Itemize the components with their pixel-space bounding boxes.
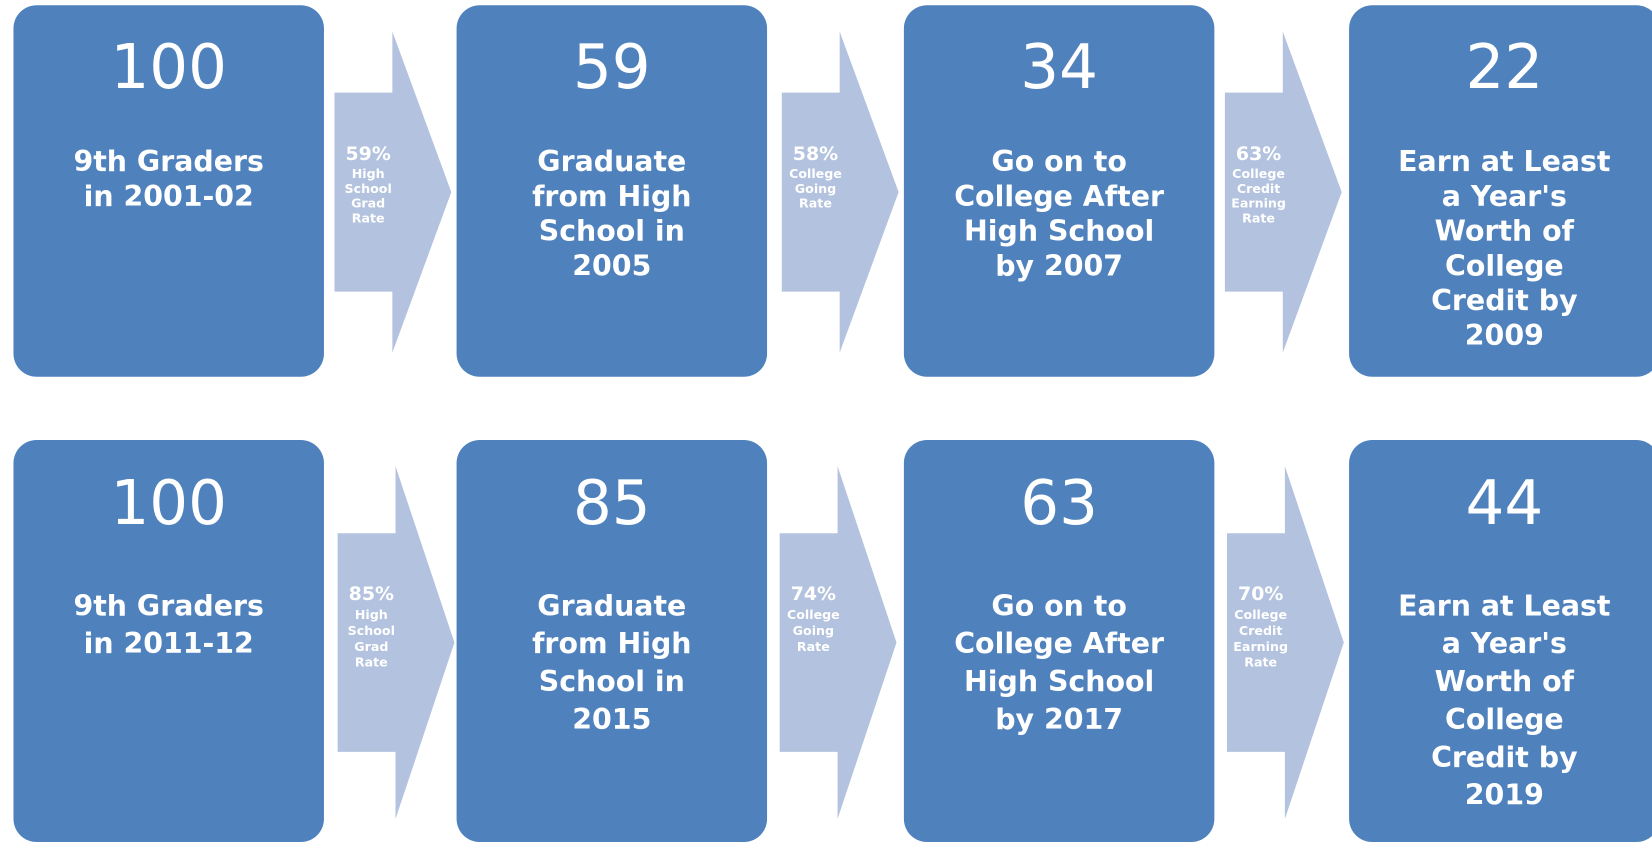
- stage-number: 44: [1466, 468, 1544, 539]
- stage-label: Earn at Least: [1398, 145, 1610, 178]
- stage-label: 2015: [572, 703, 651, 736]
- stage-number: 22: [1466, 32, 1544, 103]
- arrow-rate: 63%: [1236, 143, 1281, 165]
- arrow: [334, 31, 452, 353]
- arrow-label: Rate: [797, 639, 830, 654]
- arrow: [779, 466, 897, 819]
- stage-label: School in: [539, 665, 685, 698]
- stage-number: 100: [110, 468, 227, 539]
- stage-label: from High: [532, 180, 691, 213]
- arrow-label: Going: [793, 623, 834, 638]
- arrow-label: Credit: [1239, 623, 1282, 638]
- arrow-label: Rate: [352, 210, 385, 225]
- stage-number: 85: [573, 468, 651, 539]
- stage-label: College After: [954, 180, 1164, 213]
- arrow-label: Rate: [355, 655, 388, 670]
- arrow-label: Grad: [354, 639, 388, 654]
- stage-label: 9th Graders: [73, 145, 263, 178]
- stage-box: [456, 439, 768, 842]
- stage-box: [1349, 5, 1652, 377]
- stage-label: Credit by: [1431, 284, 1578, 317]
- arrow-rate: 58%: [793, 143, 838, 165]
- arrow-rate: 70%: [1238, 583, 1283, 605]
- stage-label: in 2011-12: [84, 627, 254, 660]
- stage-label: Graduate: [537, 589, 686, 622]
- arrow-rate: 59%: [345, 143, 390, 165]
- stage-label: 2005: [572, 249, 651, 282]
- stage-label: College After: [954, 627, 1164, 660]
- stage-box: [903, 439, 1215, 842]
- stage-label: School in: [539, 215, 685, 248]
- stage-label: College: [1445, 249, 1564, 282]
- arrow-label: Rate: [799, 196, 832, 211]
- stage-box: [13, 5, 324, 377]
- arrow: [1224, 31, 1342, 353]
- stage-box: [1349, 439, 1652, 842]
- arrow: [781, 31, 899, 353]
- arrow-label: Earning: [1231, 196, 1286, 211]
- arrow-label: College: [789, 166, 842, 181]
- stage-label: Go on to: [991, 589, 1126, 622]
- arrow-label: College: [1232, 166, 1285, 181]
- stage-label: Graduate: [537, 145, 686, 178]
- arrow-label: Grad: [351, 196, 385, 211]
- stage-label: in 2001-02: [84, 180, 254, 213]
- stage-label: 9th Graders: [73, 589, 263, 622]
- arrow-label: Going: [795, 181, 836, 196]
- stage-number: 34: [1020, 32, 1098, 103]
- arrow-label: Rate: [1242, 210, 1275, 225]
- stage-label: High School: [964, 665, 1154, 698]
- stage-label: College: [1445, 703, 1564, 736]
- arrow-label: College: [787, 607, 840, 622]
- stage-label: Go on to: [991, 145, 1126, 178]
- stage-number: 63: [1020, 468, 1098, 539]
- stage-label: a Year's: [1442, 180, 1567, 213]
- stage-box: [456, 5, 768, 377]
- stage-label: Earn at Least: [1398, 589, 1610, 622]
- stage-label: a Year's: [1442, 627, 1567, 660]
- stage-label: Worth of: [1435, 665, 1575, 698]
- stage-number: 59: [573, 32, 651, 103]
- arrow-label: High: [355, 607, 388, 622]
- arrow-label: Rate: [1244, 655, 1277, 670]
- arrow-label: School: [348, 623, 395, 638]
- stage-box: [13, 439, 324, 842]
- stage-label: Credit by: [1431, 741, 1578, 774]
- arrow-label: Credit: [1237, 181, 1280, 196]
- stage-label: 2019: [1465, 779, 1544, 812]
- stage-box: [903, 5, 1215, 377]
- stage-label: from High: [532, 627, 691, 660]
- arrow-label: College: [1234, 607, 1287, 622]
- arrow-label: School: [345, 181, 392, 196]
- stage-label: by 2007: [995, 249, 1123, 282]
- stage-label: 2009: [1465, 319, 1544, 352]
- arrow-rate: 74%: [791, 583, 836, 605]
- stage-label: Worth of: [1435, 215, 1575, 248]
- stage-label: High School: [964, 215, 1154, 248]
- stage-number: 100: [110, 32, 227, 103]
- arrow-rate: 85%: [349, 583, 394, 605]
- arrow-label: High: [352, 166, 385, 181]
- arrow: [337, 466, 455, 819]
- stage-label: by 2017: [995, 703, 1123, 736]
- arrow: [1227, 466, 1344, 819]
- arrow-label: Earning: [1233, 639, 1288, 654]
